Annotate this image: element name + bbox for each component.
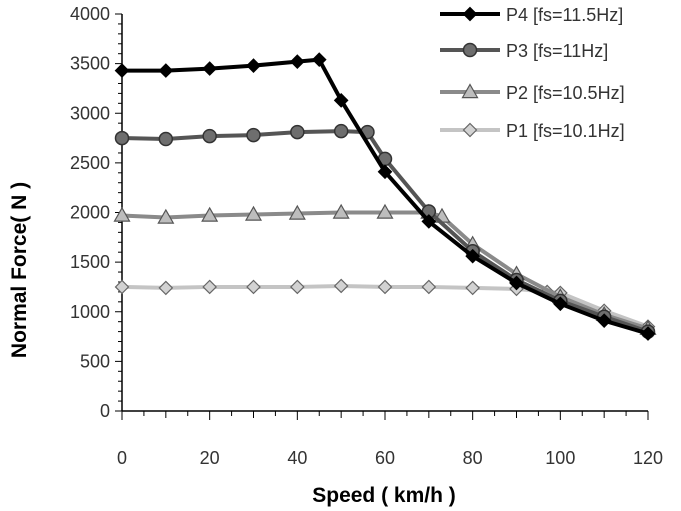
data-point [465, 280, 481, 296]
data-point [114, 63, 130, 78]
data-point [289, 279, 305, 295]
data-point [246, 279, 261, 295]
data-point [114, 130, 130, 146]
x-tick-label: 60 [375, 448, 395, 468]
data-point [202, 61, 218, 76]
x-axis-title: Speed ( km/h ) [312, 484, 456, 507]
data-point [202, 128, 217, 144]
data-point [158, 280, 174, 296]
legend: P4 [fs=11.5Hz] P3 [fs=11Hz] P2 [fs=10.5Hz]… [440, 5, 625, 141]
y-tick-label: 1500 [70, 252, 110, 272]
legend-item: P2 [fs=10.5Hz] [440, 83, 625, 103]
x-tick-label: 20 [200, 448, 220, 468]
data-point [333, 278, 349, 294]
series-line [121, 129, 649, 334]
y-tick-label: 1000 [70, 302, 110, 322]
series-layer [113, 52, 657, 341]
data-point [596, 313, 612, 329]
data-point [311, 52, 327, 68]
legend-label: P3 [fs=11Hz] [506, 41, 608, 61]
data-point [246, 127, 261, 143]
legend-item: P3 [fs=11Hz] [440, 41, 608, 61]
data-point [114, 279, 130, 295]
y-axis-title: Normal Force( N ) [8, 182, 31, 358]
y-tick-label: 0 [100, 401, 110, 421]
data-point [158, 63, 174, 78]
data-point [421, 214, 437, 229]
legend-label: P4 [fs=11.5Hz] [506, 5, 623, 25]
y-tick-label: 3500 [70, 54, 110, 74]
x-tick-label: 120 [633, 448, 663, 468]
data-point [244, 205, 263, 221]
y-tick-label: 4000 [70, 4, 110, 24]
data-point [333, 123, 349, 139]
series-p4 [114, 52, 656, 341]
data-point [552, 296, 568, 312]
x-tick-label: 40 [287, 448, 307, 468]
legend-label: P1 [fs=10.1Hz] [506, 121, 625, 141]
legend-marker [461, 83, 479, 99]
data-point [332, 203, 350, 219]
data-point [377, 279, 393, 295]
data-point [289, 54, 305, 69]
x-tick-label: 100 [545, 448, 575, 468]
legend-marker [462, 6, 478, 22]
legend-marker [462, 42, 478, 58]
series-line [121, 210, 649, 331]
data-point [640, 326, 656, 341]
data-point [376, 203, 394, 219]
legend-marker [462, 122, 478, 138]
legend-item: P4 [fs=11.5Hz] [440, 5, 623, 25]
legend-label: P2 [fs=10.5Hz] [506, 83, 625, 103]
axes: 0 500 1000 1500 2000 2500 3000 3500 4000 0 20 40 60 8… [70, 4, 663, 468]
y-tick-label: 3000 [70, 103, 110, 123]
data-point [201, 206, 219, 222]
y-tick-label: 2000 [70, 203, 110, 223]
data-point [333, 92, 349, 108]
data-point [288, 204, 306, 220]
y-tick-label: 2500 [70, 153, 110, 173]
data-point [157, 208, 175, 224]
data-point [290, 124, 305, 140]
data-point [202, 279, 218, 295]
data-point [421, 279, 437, 295]
series-p2 [113, 203, 657, 335]
data-point [246, 58, 261, 73]
y-tick-label: 500 [80, 351, 110, 371]
data-point [509, 275, 524, 291]
data-point [465, 248, 481, 264]
data-point [377, 164, 393, 180]
x-tick-label: 80 [463, 448, 483, 468]
series-p3 [114, 123, 656, 339]
data-point [158, 131, 174, 147]
series-line [122, 57, 649, 336]
x-tick-label: 0 [117, 448, 127, 468]
legend-item: P1 [fs=10.1Hz] [440, 121, 625, 141]
data-point [113, 206, 131, 222]
